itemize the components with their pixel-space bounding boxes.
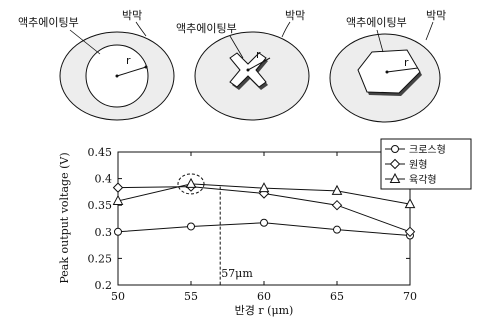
film-leader [425, 21, 434, 41]
data-point [404, 198, 416, 209]
y-axis-label: Peak output voltage (V) [58, 152, 71, 283]
y-tick-label: 0.35 [88, 199, 113, 212]
data-point [112, 194, 124, 205]
chart: 0.2 0.25 0.3 0.35 0.4 0.45 50 55 60 65 70 57μm 반경… [58, 138, 472, 317]
reference-line: 57μm [177, 173, 253, 285]
etch-label: 액추에이팅부 [176, 22, 237, 35]
x-tick-label: 50 [111, 290, 125, 303]
etch-leader [69, 29, 101, 55]
film-label: 박막 [122, 9, 142, 22]
plot-frame [117, 151, 411, 286]
y-tick-label: 0.45 [88, 146, 113, 159]
x-tick-label: 65 [330, 290, 344, 303]
y-tick-label: 0.2 [95, 279, 113, 292]
data-point [331, 184, 343, 195]
radius-label: r [126, 54, 131, 67]
diagram-hexagon: r 액추에이팅부 박막 [329, 9, 446, 123]
data-point [112, 182, 124, 193]
data-point [187, 222, 195, 231]
radius-label: r [404, 56, 409, 69]
data-point [404, 226, 416, 238]
legend-label: 원형 [409, 159, 427, 171]
diagram-round: r 액추에이팅부 박막 [18, 9, 175, 121]
data-point [114, 227, 122, 236]
y-tick-label: 0.25 [88, 252, 113, 265]
y-tick-label: 0.3 [95, 226, 113, 239]
radius-label: r [256, 48, 261, 61]
legend-label: 육각형 [409, 174, 437, 186]
legend-marker [391, 145, 399, 153]
film-label: 박막 [285, 9, 305, 22]
y-ticks: 0.2 0.25 0.3 0.35 0.4 0.45 [88, 146, 410, 292]
data-point [185, 177, 197, 188]
etch-leader [229, 35, 244, 59]
x-tick-label: 70 [403, 290, 417, 303]
data-point [331, 199, 343, 211]
data-point [258, 182, 270, 193]
y-tick-label: 0.4 [95, 173, 113, 186]
data-point [260, 218, 268, 227]
radius-line [386, 67, 419, 73]
etch-label: 액추에이팅부 [346, 16, 407, 29]
etch-label: 액추에이팅부 [18, 16, 79, 29]
series-group [112, 177, 416, 240]
reference-vline-label: 57μm [221, 267, 253, 280]
x-axis-label: 반경 r (μm) [235, 304, 294, 317]
radius-end-dot [144, 65, 148, 69]
radius-line [247, 57, 271, 71]
highlight-circle [177, 173, 205, 195]
legend-marker [389, 158, 401, 170]
film-leader [281, 21, 291, 38]
diagram-cross: r 액추에이팅부 박막 [176, 9, 310, 121]
etch-leader [376, 29, 384, 53]
x-tick-label: 55 [184, 290, 198, 303]
legend-label: 크로스형 [409, 144, 446, 156]
x-ticks: 50 55 60 65 70 [111, 152, 417, 303]
film-label: 박막 [426, 9, 446, 22]
legend-marker [389, 172, 401, 183]
radius-line [116, 66, 147, 77]
data-point [333, 225, 341, 234]
x-tick-label: 60 [257, 290, 271, 303]
film-leader [135, 21, 147, 37]
